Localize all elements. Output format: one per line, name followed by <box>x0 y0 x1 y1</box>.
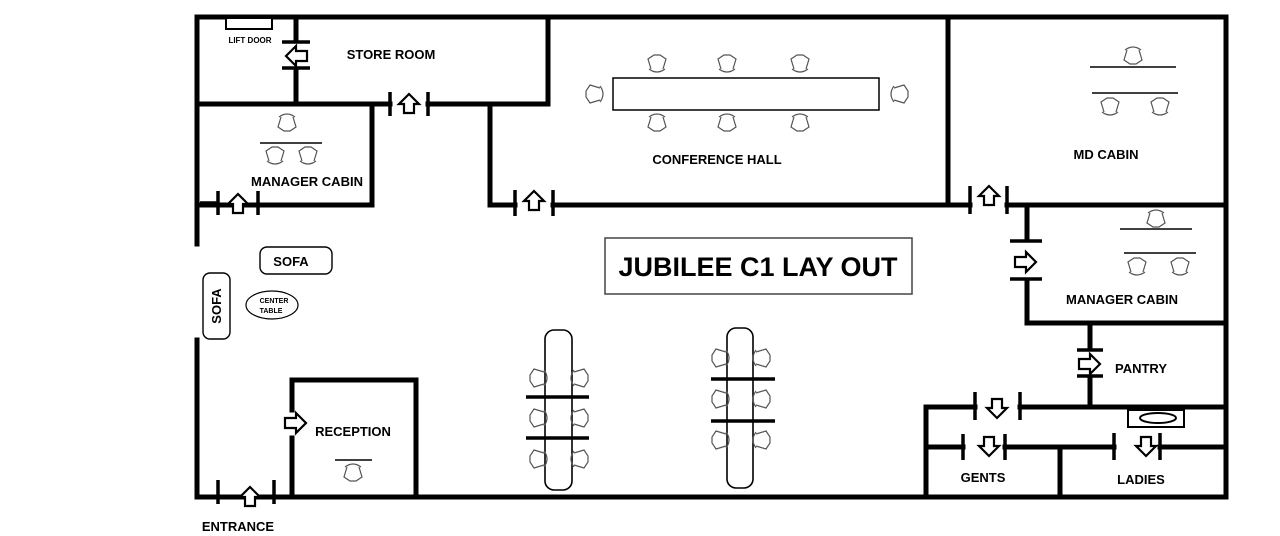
chair-icon <box>790 113 810 132</box>
wash-basin-icon <box>1127 409 1185 428</box>
chair-icon <box>790 54 810 73</box>
arrow-down-icon <box>977 435 1001 458</box>
interior-walls <box>194 14 1229 500</box>
md-cabin-label: MD CABIN <box>1074 147 1139 162</box>
chair-icon <box>752 348 771 368</box>
outer-walls <box>194 14 1229 500</box>
chair-icon <box>1170 257 1190 276</box>
manager-cabin-left-desk-set <box>260 113 322 165</box>
center-table-label-line1: CENTER <box>260 298 289 305</box>
title-text: JUBILEE C1 LAY OUT <box>618 252 898 282</box>
sofa-top-label: SOFA <box>273 254 309 269</box>
reception-label: RECEPTION <box>315 424 391 439</box>
chair-icon <box>1123 46 1143 65</box>
chair-icon <box>752 430 771 450</box>
manager-cabin-right-desk-set <box>1120 209 1196 276</box>
chair-icon <box>585 84 604 104</box>
door-store-room <box>282 40 310 70</box>
md-cabin-desk-set <box>1090 46 1178 116</box>
door-entrance <box>216 480 276 508</box>
door-md-cabin <box>968 184 1009 214</box>
chair-icon <box>570 368 589 388</box>
chair-icon <box>343 463 363 482</box>
center-table-label-line2: TABLE <box>260 308 283 315</box>
chair-icon <box>1146 209 1166 228</box>
lounge-area: SOFA SOFA CENTER TABLE <box>202 246 333 340</box>
ladies-label: LADIES <box>1117 472 1165 487</box>
chair-icon <box>1127 257 1147 276</box>
chair-icon <box>717 113 737 132</box>
arrow-up-icon <box>238 485 262 508</box>
doors <box>200 40 1162 508</box>
workstation-table-icon <box>726 327 754 489</box>
workstation-table-icon <box>544 329 573 491</box>
door-pantry <box>1077 348 1103 378</box>
arrow-right-icon <box>283 411 308 435</box>
conference-table-set <box>585 54 909 132</box>
arrow-left-icon <box>284 44 309 68</box>
workstation-left <box>526 329 589 491</box>
door-toilets-passage <box>973 392 1022 420</box>
workstation-right <box>711 327 775 489</box>
arrow-up-icon <box>397 92 421 115</box>
room-labels: LIFT DOOR STORE ROOM CONFERENCE HALL MD … <box>202 36 1178 534</box>
chair-icon <box>298 146 318 165</box>
arrow-up-icon <box>977 184 1001 207</box>
chair-icon <box>890 84 909 104</box>
chair-icon <box>1100 97 1120 116</box>
manager-cabin-left-label: MANAGER CABIN <box>251 174 363 189</box>
arrow-right-icon <box>1077 352 1102 376</box>
arrow-up-icon <box>226 192 250 215</box>
door-reception <box>283 411 308 435</box>
lift-door-icon <box>225 17 273 30</box>
sofa-side-icon <box>202 272 231 340</box>
sofa-top-icon <box>259 246 333 275</box>
chair-icon <box>752 389 771 409</box>
reception-desk-set <box>335 459 372 482</box>
door-ladies <box>1112 433 1162 460</box>
door-manager-cabin-left <box>200 191 260 215</box>
chair-icon <box>570 408 589 428</box>
arrow-down-icon <box>985 397 1009 420</box>
arrow-up-icon <box>522 189 546 212</box>
sofa-side-label: SOFA <box>209 288 224 324</box>
pantry-label: PANTRY <box>1115 361 1167 376</box>
door-conference-hall <box>513 189 555 216</box>
chair-icon <box>647 113 667 132</box>
conference-hall-label: CONFERENCE HALL <box>652 152 781 167</box>
chair-icon <box>647 54 667 73</box>
lift-door-label: LIFT DOOR <box>228 36 271 45</box>
manager-cabin-right-label: MANAGER CABIN <box>1066 292 1178 307</box>
door-manager-cabin-right <box>1010 239 1042 281</box>
door-gents <box>961 434 1007 460</box>
store-room-label: STORE ROOM <box>347 47 436 62</box>
center-table-icon <box>245 290 299 320</box>
chair-icon <box>265 146 285 165</box>
chair-icon <box>717 54 737 73</box>
arrow-right-icon <box>1013 250 1038 274</box>
entrance-label: ENTRANCE <box>202 519 275 534</box>
layout-title: JUBILEE C1 LAY OUT <box>604 237 913 295</box>
gents-label: GENTS <box>961 470 1006 485</box>
chair-icon <box>570 449 589 469</box>
chair-icon <box>277 113 297 132</box>
chair-icon <box>1150 97 1170 116</box>
door-conference-top <box>388 92 430 116</box>
arrow-down-icon <box>1134 435 1158 458</box>
conference-table-icon <box>612 77 880 111</box>
